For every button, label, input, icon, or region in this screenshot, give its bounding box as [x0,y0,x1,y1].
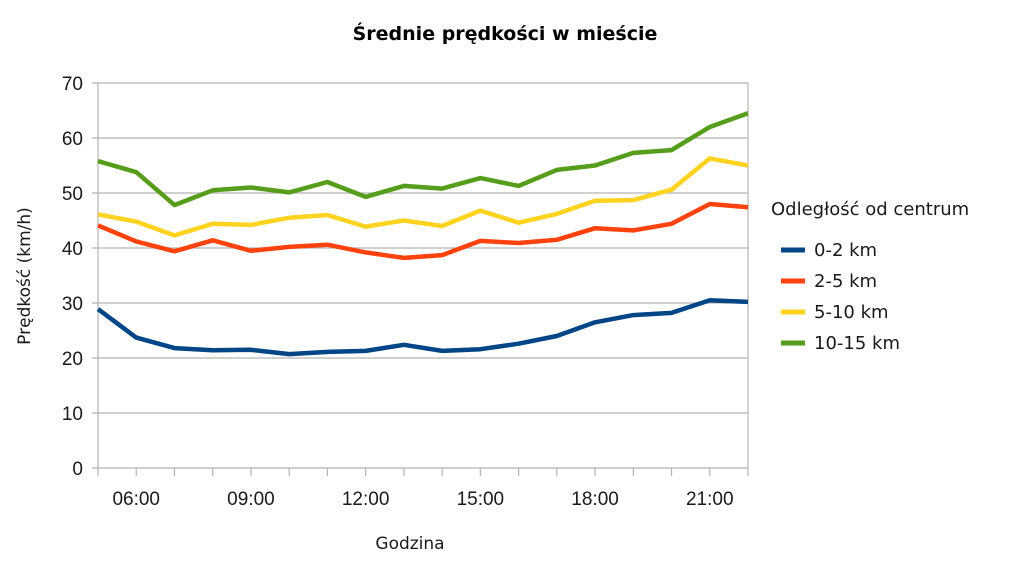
x-axis-label: Godzina [375,534,444,554]
x-tick-label: 21:00 [686,489,734,510]
series-line-2-5km [97,201,749,261]
legend-item-label: 0-2 km [814,240,877,261]
x-tick-label: 06:00 [112,489,160,510]
y-tick-label: 0 [72,459,83,480]
y-tick-label: 50 [62,184,83,205]
series-line-0-2km [96,298,749,357]
y-axis-label: Prędkość (km/h) [15,207,35,345]
y-axis-ticks: 0 10 20 30 40 50 60 70 [62,74,83,480]
y-tick-label: 60 [62,129,83,150]
x-tick-label: 09:00 [227,489,275,510]
legend-item-label: 5-10 km [814,302,889,323]
series-line-10-15km [97,111,749,208]
chart-title: Średnie prędkości w mieście [353,21,658,45]
y-tick-label: 70 [62,74,83,95]
legend-item-label: 10-15 km [814,333,900,354]
legend-item-label: 2-5 km [814,271,877,292]
x-tick-label: 12:00 [342,489,390,510]
x-tick-label: 15:00 [457,489,505,510]
y-tick-label: 30 [62,294,83,315]
x-axis-ticks: 06:00 09:00 12:00 15:00 18:00 21:00 [97,468,749,510]
legend: Odległość od centrum 0-2 km 2-5 km 5-10 km… [771,199,969,354]
y-tick-label: 40 [62,239,83,260]
gridlines [92,82,748,469]
y-tick-label: 20 [62,349,83,370]
legend-title: Odległość od centrum [771,199,969,220]
x-tick-label: 18:00 [571,489,619,510]
series-line-5-10km [97,156,749,238]
plot-area [96,111,749,357]
y-tick-label: 10 [62,404,83,425]
